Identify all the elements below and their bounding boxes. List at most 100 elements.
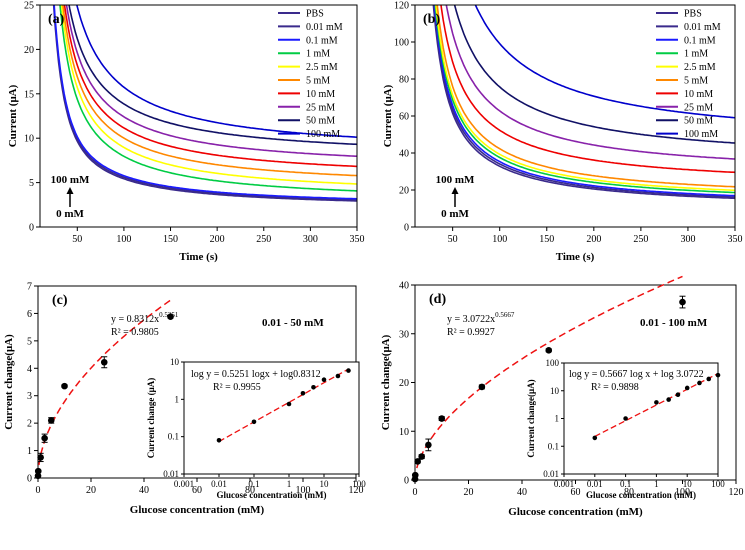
x-tick-label: 150 <box>539 234 554 245</box>
y-tick-label: 1 <box>27 446 32 457</box>
y-tick-label: 0 <box>29 223 34 234</box>
data-point <box>414 458 421 465</box>
inset-data-point <box>251 419 257 425</box>
inset-x-tick-label: 10 <box>683 479 693 489</box>
series-line <box>453 5 735 144</box>
fit-r2: R² = 0.9805 <box>111 327 159 338</box>
annotation-bottom: 0 mM <box>441 208 469 220</box>
inset-data-point <box>623 416 628 421</box>
inset-data-point <box>675 392 681 398</box>
inset-data-point <box>715 372 721 378</box>
x-tick-label: 350 <box>728 234 743 245</box>
panel-label: (a) <box>48 12 65 27</box>
legend-label: 2.5 mM <box>306 62 338 73</box>
data-point <box>37 454 44 461</box>
inset-x-tick-label: 100 <box>711 479 725 489</box>
series-line <box>445 5 735 160</box>
data-point <box>167 313 174 321</box>
series-line <box>53 5 357 200</box>
series-line <box>63 5 357 168</box>
inset-y-tick-label: 10 <box>550 386 560 396</box>
inset-data-point <box>592 435 598 441</box>
legend-label: 0.1 mM <box>306 35 338 46</box>
x-tick-label: 80 <box>245 485 255 496</box>
y-tick-label: 0 <box>404 476 409 487</box>
inset-y-tick-label: 0.01 <box>163 469 179 479</box>
inset-fit-line <box>218 368 349 443</box>
inset-x-tick-label: 0.01 <box>587 479 603 489</box>
inset-data-point <box>666 397 671 402</box>
annotation-top: 100 mM <box>436 174 475 186</box>
series-line <box>433 5 735 197</box>
inset-y-tick-label: 0.01 <box>543 469 559 479</box>
legend-label: PBS <box>306 9 324 20</box>
x-tick-label: 50 <box>72 234 82 245</box>
data-point <box>47 417 55 424</box>
inset-data-point <box>286 401 292 407</box>
series-line <box>60 5 357 185</box>
series-line <box>440 5 735 174</box>
data-point <box>679 298 686 306</box>
x-tick-label: 60 <box>571 487 581 498</box>
x-axis-label: Glucose concentration (mM) <box>130 504 265 516</box>
inset-y-tick-label: 100 <box>546 358 560 368</box>
panel-d: 0 20 40 60 80 100 120 0 10 20 30 40 Glucose concentr… <box>380 275 744 518</box>
curves <box>52 5 357 202</box>
x-tick-label: 60 <box>192 485 202 496</box>
y-tick-label: 0 <box>27 474 32 485</box>
inset-x-tick-label: 1 <box>654 479 659 489</box>
inset-x-tick-label: 0.01 <box>211 479 227 489</box>
legend-label: PBS <box>684 9 702 20</box>
panel-b: 50 100 150 200 250 300 350 0 20 40 60 80 100 120 Time … <box>382 1 743 264</box>
legend-label: 100 mM <box>684 129 718 140</box>
y-tick-label: 30 <box>399 329 409 340</box>
data-point <box>34 472 42 480</box>
legend-label: 25 mM <box>306 102 335 113</box>
inset-data-point <box>311 385 316 390</box>
inset-data-point <box>654 400 659 405</box>
x-tick-label: 300 <box>680 234 695 245</box>
y-tick-label: 7 <box>27 282 32 293</box>
series-line <box>65 5 357 157</box>
legend-label: 25 mM <box>684 102 713 113</box>
legend-label: 5 mM <box>306 76 330 87</box>
y-tick-label: 0 <box>404 223 409 234</box>
y-tick-label: 4 <box>27 364 32 375</box>
y-tick-label: 100 <box>394 38 409 49</box>
inset-x-tick-label: 0.1 <box>620 479 631 489</box>
series-line <box>76 5 357 138</box>
y-tick-label: 10 <box>24 134 34 145</box>
data-point <box>418 453 425 460</box>
x-tick-label: 120 <box>729 487 744 498</box>
data-point <box>545 347 553 354</box>
series-line <box>432 5 735 200</box>
x-axis-label: Glucose concentration (mM) <box>508 506 643 518</box>
inset-fit-line <box>594 372 719 438</box>
fit-equation-base: y = 3.0722x <box>447 314 495 325</box>
series-line <box>436 5 735 188</box>
panel-label: (b) <box>423 12 440 27</box>
inset-y-tick-label: 0.1 <box>168 432 179 442</box>
legend-label: 2.5 mM <box>684 62 716 73</box>
y-tick-label: 5 <box>29 178 34 189</box>
y-tick-label: 6 <box>27 309 32 320</box>
legend-label: 50 mM <box>306 116 335 127</box>
legend-label: 5 mM <box>684 76 708 87</box>
x-tick-label: 150 <box>163 234 178 245</box>
inset-data-point <box>706 376 712 382</box>
legend-label: 10 mM <box>684 89 713 100</box>
x-tick-label: 20 <box>464 487 474 498</box>
inset-frame <box>183 361 360 475</box>
legend-label: 0.1 mM <box>684 35 716 46</box>
series-line <box>53 5 357 201</box>
data-point <box>411 471 419 479</box>
y-tick-label: 25 <box>24 1 34 12</box>
inset-x-tick-label: 0.1 <box>248 479 259 489</box>
fit-equation-exponent: 0.5251 <box>159 311 179 319</box>
series-line <box>474 5 735 119</box>
data-point <box>425 441 432 449</box>
inset-y-axis-label: Current change (μA) <box>146 378 156 458</box>
